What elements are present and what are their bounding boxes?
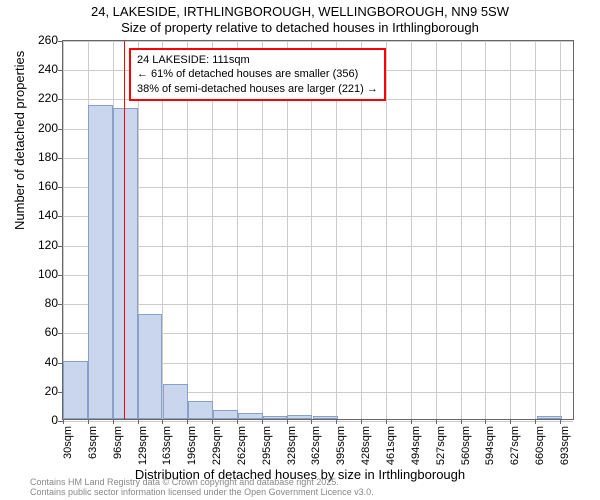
y-tick-label: 240	[28, 62, 58, 76]
x-tick-mark	[287, 419, 288, 424]
histogram-bar	[163, 384, 188, 419]
x-tick-mark	[187, 419, 188, 424]
grid-line-h	[63, 216, 573, 217]
y-axis-label: Number of detached properties	[12, 51, 27, 230]
histogram-bar	[138, 314, 163, 419]
grid-line-v	[510, 41, 511, 419]
x-tick-mark	[262, 419, 263, 424]
x-tick-label: 63sqm	[87, 426, 99, 466]
x-tick-label: 295sqm	[261, 426, 273, 466]
x-tick-mark	[311, 419, 312, 424]
grid-line-h	[63, 129, 573, 130]
x-tick-label: 660sqm	[534, 426, 546, 466]
y-tick-label: 0	[28, 413, 58, 427]
chart-title-line1: 24, LAKESIDE, IRTHLINGBOROUGH, WELLINGBO…	[0, 4, 600, 19]
y-tick-label: 260	[28, 33, 58, 47]
x-tick-mark	[138, 419, 139, 424]
y-tick-label: 160	[28, 179, 58, 193]
y-tick-label: 80	[28, 296, 58, 310]
footer-text: Contains HM Land Registry data © Crown c…	[30, 478, 374, 498]
x-tick-mark	[461, 419, 462, 424]
x-tick-mark	[510, 419, 511, 424]
y-tick-label: 40	[28, 355, 58, 369]
annotation-line2: ← 61% of detached houses are smaller (35…	[137, 67, 378, 81]
x-tick-mark	[88, 419, 89, 424]
annotation-line1: 24 LAKESIDE: 111sqm	[137, 53, 378, 67]
x-tick-mark	[237, 419, 238, 424]
y-tick-label: 20	[28, 384, 58, 398]
histogram-bar	[113, 108, 138, 419]
y-tick-label: 60	[28, 325, 58, 339]
y-tick-label: 200	[28, 121, 58, 135]
marker-line	[124, 41, 125, 419]
grid-line-v	[436, 41, 437, 419]
x-tick-label: 262sqm	[236, 426, 248, 466]
x-tick-label: 560sqm	[460, 426, 472, 466]
x-tick-label: 461sqm	[385, 426, 397, 466]
x-tick-label: 30sqm	[62, 426, 74, 466]
x-tick-mark	[386, 419, 387, 424]
x-tick-label: 196sqm	[186, 426, 198, 466]
histogram-bar	[238, 413, 263, 419]
x-tick-mark	[411, 419, 412, 424]
x-tick-mark	[436, 419, 437, 424]
y-tick-label: 180	[28, 150, 58, 164]
y-tick-label: 120	[28, 238, 58, 252]
histogram-bar	[287, 415, 312, 419]
x-tick-label: 129sqm	[137, 426, 149, 466]
x-tick-mark	[113, 419, 114, 424]
histogram-bar	[63, 361, 88, 419]
x-tick-label: 428sqm	[360, 426, 372, 466]
chart-title-line2: Size of property relative to detached ho…	[0, 20, 600, 35]
histogram-bar	[88, 105, 113, 419]
x-tick-label: 229sqm	[211, 426, 223, 466]
x-tick-mark	[485, 419, 486, 424]
x-tick-mark	[212, 419, 213, 424]
x-tick-label: 395sqm	[335, 426, 347, 466]
grid-line-h	[63, 41, 573, 42]
x-tick-mark	[361, 419, 362, 424]
grid-line-v	[461, 41, 462, 419]
x-tick-label: 527sqm	[435, 426, 447, 466]
x-tick-label: 594sqm	[484, 426, 496, 466]
x-tick-mark	[560, 419, 561, 424]
grid-line-h	[63, 275, 573, 276]
histogram-bar	[313, 416, 338, 419]
histogram-bar	[537, 416, 562, 419]
histogram-bar	[263, 416, 288, 419]
grid-line-h	[63, 246, 573, 247]
histogram-bar	[213, 410, 238, 419]
x-tick-label: 96sqm	[112, 426, 124, 466]
grid-line-v	[485, 41, 486, 419]
grid-line-h	[63, 158, 573, 159]
x-tick-label: 693sqm	[559, 426, 571, 466]
x-tick-label: 163sqm	[161, 426, 173, 466]
y-tick-label: 100	[28, 267, 58, 281]
grid-line-h	[63, 304, 573, 305]
x-tick-label: 627sqm	[509, 426, 521, 466]
grid-line-h	[63, 421, 573, 422]
annotation-line3: 38% of semi-detached houses are larger (…	[137, 82, 378, 96]
x-tick-mark	[162, 419, 163, 424]
x-tick-mark	[535, 419, 536, 424]
x-tick-label: 328sqm	[286, 426, 298, 466]
grid-line-v	[411, 41, 412, 419]
grid-line-v	[560, 41, 561, 419]
y-tick-label: 140	[28, 208, 58, 222]
footer-line2: Contains public sector information licen…	[30, 488, 374, 498]
annotation-box: 24 LAKESIDE: 111sqm← 61% of detached hou…	[129, 48, 386, 101]
histogram-bar	[188, 401, 213, 419]
grid-line-v	[535, 41, 536, 419]
x-tick-mark	[63, 419, 64, 424]
x-tick-label: 494sqm	[410, 426, 422, 466]
grid-line-v	[386, 41, 387, 419]
x-tick-label: 362sqm	[310, 426, 322, 466]
y-tick-label: 220	[28, 91, 58, 105]
grid-line-h	[63, 187, 573, 188]
x-tick-mark	[336, 419, 337, 424]
